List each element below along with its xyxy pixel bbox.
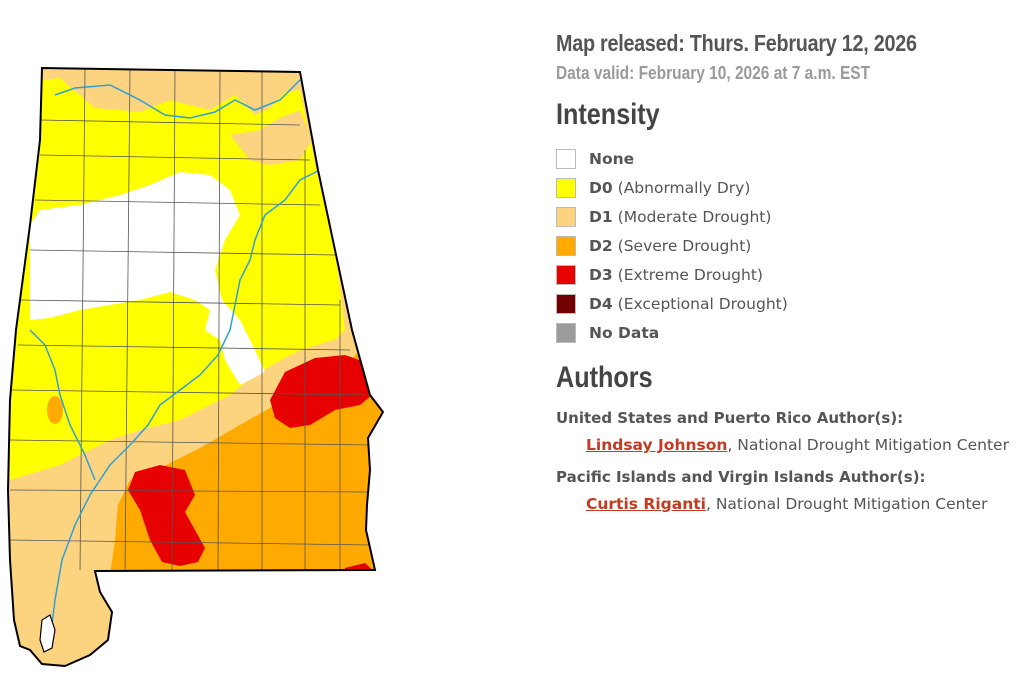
swatch-d3 xyxy=(556,264,576,285)
legend-desc: (Exceptional Drought) xyxy=(617,294,788,313)
d3-area-east xyxy=(270,355,372,428)
data-valid-date: Data valid: February 10, 2026 at 7 a.m. … xyxy=(556,63,871,83)
legend-desc: (Moderate Drought) xyxy=(617,207,772,226)
swatch-d4 xyxy=(556,293,576,314)
d3-area-southwest xyxy=(128,465,205,566)
legend-code: None xyxy=(589,149,635,168)
legend-desc: (Extreme Drought) xyxy=(617,265,763,284)
legend-code: D3 xyxy=(589,265,613,284)
swatch-d2 xyxy=(556,235,576,256)
authors-heading: Authors xyxy=(556,361,653,394)
legend-desc: (Abnormally Dry) xyxy=(617,178,751,197)
legend-code: D2 xyxy=(589,236,613,255)
none-area xyxy=(30,172,265,385)
swatch-none xyxy=(556,148,576,169)
state-outline xyxy=(6,66,385,668)
d1-area-north xyxy=(230,110,312,165)
legend-code: No Data xyxy=(589,323,660,342)
legend-item-none: None xyxy=(556,144,1016,173)
rivers xyxy=(29,79,321,641)
legend-code: D0 xyxy=(589,178,613,197)
swatch-no-data xyxy=(556,322,576,343)
map-released-date: Map released: Thurs. February 12, 2026 xyxy=(556,30,917,56)
legend-code: D1 xyxy=(589,207,613,226)
legend-item-d1: D1 (Moderate Drought) xyxy=(556,202,1016,231)
drought-map xyxy=(6,66,385,668)
d2-spot-west xyxy=(47,396,63,424)
legend-code: D4 xyxy=(589,294,613,313)
author-org: , National Drought Mitigation Center xyxy=(705,495,988,513)
legend-item-no-data: No Data xyxy=(556,318,1016,347)
legend-item-d3: D3 (Extreme Drought) xyxy=(556,260,1016,289)
legend-desc: (Severe Drought) xyxy=(617,236,752,255)
swatch-d0 xyxy=(556,177,576,198)
legend-panel: Map released: Thurs. February 12, 2026 D… xyxy=(556,30,1016,513)
intensity-heading: Intensity xyxy=(556,98,660,131)
author-org: , National Drought Mitigation Center xyxy=(727,436,1009,454)
legend-item-d4: D4 (Exceptional Drought) xyxy=(556,289,1016,318)
legend-item-d2: D2 (Severe Drought) xyxy=(556,231,1016,260)
author-link-curtis-riganti[interactable]: Curtis Riganti xyxy=(586,495,706,513)
us-author: Lindsay Johnson, National Drought Mitiga… xyxy=(586,436,1016,454)
legend-item-d0: D0 (Abnormally Dry) xyxy=(556,173,1016,202)
pacific-authors-label: Pacific Islands and Virgin Islands Autho… xyxy=(556,468,926,486)
us-authors-label: United States and Puerto Rico Author(s): xyxy=(556,409,904,427)
county-lines xyxy=(9,68,373,572)
d1-area-west xyxy=(10,445,140,555)
pacific-author: Curtis Riganti, National Drought Mitigat… xyxy=(586,495,1016,513)
mobile-bay xyxy=(39,614,56,653)
intensity-legend: None D0 (Abnormally Dry) D1 (Moderate Dr… xyxy=(556,144,1016,347)
author-link-lindsay-johnson[interactable]: Lindsay Johnson xyxy=(586,436,728,454)
swatch-d1 xyxy=(556,206,576,227)
